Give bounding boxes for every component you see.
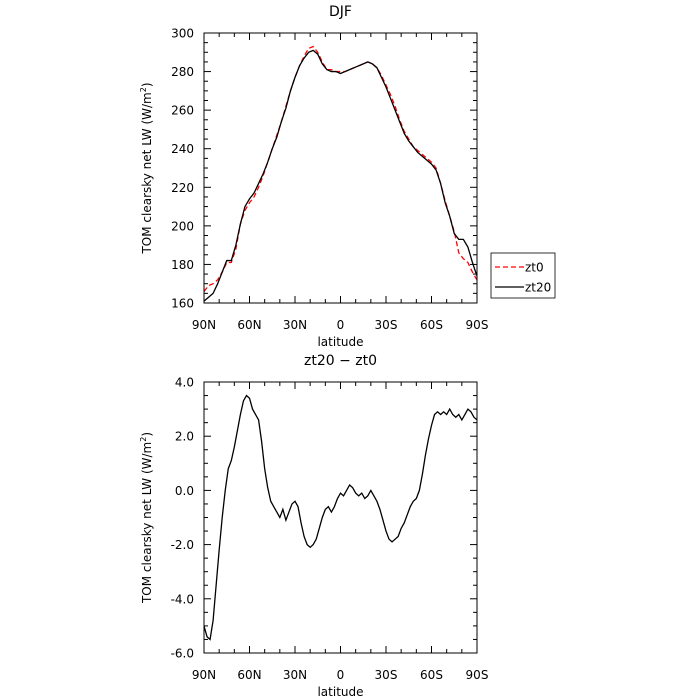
x-tick-label: 0 (337, 318, 345, 332)
y-tick-label: 260 (171, 104, 194, 118)
x-tick-label: 60N (237, 668, 261, 682)
series-line-series-0 (204, 394, 477, 641)
y-tick-label: 200 (171, 219, 194, 233)
x-tick-label: 90S (466, 318, 489, 332)
x-tick-label: 90N (192, 668, 216, 682)
x-axis-label: latitude (317, 685, 363, 699)
x-tick-label: 30N (283, 668, 307, 682)
y-tick-label: 0.0 (175, 484, 194, 498)
x-tick-label: 60S (420, 318, 443, 332)
x-tick-label: 90S (466, 668, 489, 682)
x-tick-label: 60N (237, 318, 261, 332)
chart-djf: 90N 60N 30N 0 30S 60S 90S 160 180 200 220 240 260 280… (139, 4, 556, 349)
legend: zt0 zt20 (490, 252, 556, 299)
series-lines (204, 45, 477, 302)
y-tick-label: -6.0 (171, 647, 194, 661)
series-lines (204, 394, 477, 641)
y-axis-label: TOM clearsky net LW (W/m2) (139, 82, 154, 254)
legend-label-zt0: zt0 (525, 261, 544, 275)
chart-difference: 90N 60N 30N 0 30S 60S 90S -6.0 -4.0 -2.0 0.0 2.0 4.0… (139, 353, 488, 699)
y-tick-label: 300 (171, 27, 194, 41)
y-tick-label: 220 (171, 181, 194, 195)
x-tick-label: 60S (420, 668, 443, 682)
chart-title: DJF (329, 4, 352, 20)
series-line-zt0 (204, 45, 477, 292)
x-axis-label: latitude (317, 335, 363, 349)
y-tick-label: 2.0 (175, 430, 194, 444)
y-axis-label: TOM clearsky net LW (W/m2) (139, 432, 154, 604)
y-tick-label: 4.0 (175, 376, 194, 390)
y-tick-label: 240 (171, 142, 194, 156)
x-tick-label: 90N (192, 318, 216, 332)
y-tick-label: -2.0 (171, 538, 194, 552)
legend-box (490, 252, 556, 299)
x-tick-label: 30N (283, 318, 307, 332)
x-tick-label: 30S (375, 668, 398, 682)
x-tick-label: 30S (375, 318, 398, 332)
y-tick-label: 280 (171, 65, 194, 79)
legend-label-zt20: zt20 (525, 281, 551, 295)
y-tick-label: -4.0 (171, 592, 194, 606)
x-tick-label: 0 (337, 668, 345, 682)
series-line-zt20 (204, 49, 477, 302)
plot-frame (203, 381, 478, 654)
chart-title: zt20 − zt0 (304, 353, 377, 369)
y-tick-label: 160 (171, 297, 194, 311)
y-tick-label: 180 (171, 258, 194, 272)
